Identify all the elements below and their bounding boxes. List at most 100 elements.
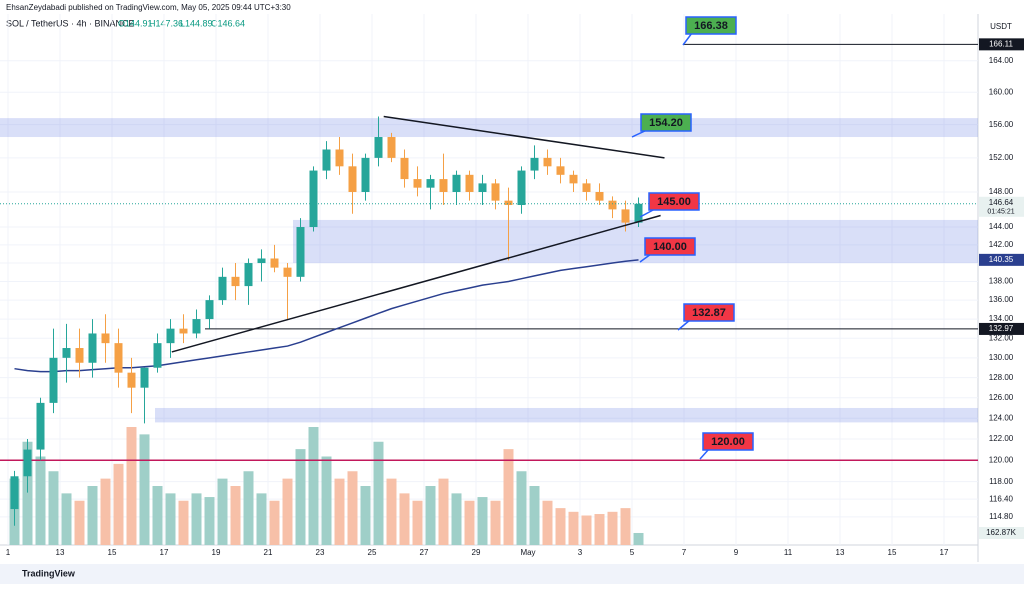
volume-bar	[217, 478, 228, 545]
candle-body	[10, 476, 19, 510]
volume-bar	[308, 427, 319, 545]
volume-bar	[321, 456, 332, 545]
candle-body	[608, 200, 617, 210]
y-tick-label: 122.00	[989, 434, 1014, 443]
volume-bar	[347, 471, 358, 545]
volume-bar	[22, 441, 33, 545]
volume-bar	[438, 478, 449, 545]
y-tick-label: 156.00	[989, 120, 1014, 129]
volume-bar	[178, 500, 189, 545]
annotation-text: 145.00	[657, 196, 691, 208]
y-tick-label: 134.00	[989, 314, 1014, 323]
candle-body	[192, 319, 201, 334]
volume-bar	[607, 511, 618, 545]
volume-bar	[581, 515, 592, 545]
candle-body	[296, 227, 305, 277]
volume-bar	[412, 500, 423, 545]
candle-body	[166, 328, 175, 344]
volume-bar	[516, 471, 527, 545]
candle-body	[127, 372, 136, 388]
level-axis-tag	[979, 38, 1024, 51]
volume-bar	[620, 508, 631, 545]
footer-bar	[0, 564, 1024, 584]
candle-body	[348, 166, 357, 192]
candle-body	[595, 191, 604, 201]
volume-bar	[555, 508, 566, 545]
y-tick-label: 148.00	[989, 187, 1014, 196]
volume-axis-label: 162.87K	[986, 528, 1016, 537]
candle-body	[361, 157, 370, 192]
price-zone	[293, 219, 978, 264]
currency-label: USDT	[990, 22, 1012, 31]
candle-body	[140, 367, 149, 388]
candle-body	[543, 157, 552, 167]
annotation-box	[648, 192, 700, 211]
annotation-box	[644, 237, 696, 256]
volume-bar	[399, 493, 410, 545]
ohlc-open: O144.91	[118, 18, 153, 28]
volume-bar	[204, 497, 215, 545]
annotation-box	[685, 16, 737, 35]
level-axis-tag	[979, 322, 1024, 335]
candle-body	[62, 348, 71, 358]
candle-body	[218, 276, 227, 301]
candle-body	[257, 258, 266, 264]
price-zone	[155, 407, 978, 423]
y-tick-label: 114.80	[989, 512, 1013, 521]
candle-body	[517, 170, 526, 206]
annotation-pointer	[682, 32, 693, 46]
y-tick-label: 130.00	[989, 353, 1014, 362]
y-tick-label: 152.00	[989, 153, 1014, 162]
volume-bar	[61, 493, 72, 545]
volume-bar	[386, 478, 397, 545]
candle-body	[504, 200, 513, 206]
candle-body	[530, 157, 539, 171]
candle-body	[426, 179, 435, 188]
x-tick-label: 17	[160, 548, 169, 557]
y-tick-label: 138.00	[989, 277, 1014, 286]
volume-bar	[256, 493, 267, 545]
candle-body	[153, 343, 162, 368]
volume-bar	[542, 500, 553, 545]
volume-bar	[295, 449, 306, 545]
candle-body	[270, 258, 279, 268]
ohlc-high: H147.36	[149, 18, 183, 28]
annotation-box	[702, 432, 754, 451]
y-tick-label: 128.00	[989, 373, 1014, 382]
candle-body	[335, 149, 344, 167]
y-tick-label: 160.00	[989, 87, 1014, 96]
ma-axis-tag	[979, 253, 1024, 266]
x-tick-label: 15	[888, 548, 897, 557]
ohlc-low: L144.89	[180, 18, 213, 28]
x-tick-label: 23	[316, 548, 325, 557]
last-price-label: 146.64	[989, 198, 1014, 207]
x-tick-label: 9	[734, 548, 739, 557]
volume-bar	[425, 486, 436, 545]
candle-body	[205, 300, 214, 320]
ma-axis-label: 140.35	[989, 255, 1014, 264]
trendline	[171, 214, 661, 353]
candle-body	[322, 149, 331, 171]
x-tick-label: 3	[578, 548, 583, 557]
x-tick-label: 29	[472, 548, 481, 557]
annotation-text: 154.20	[649, 117, 683, 129]
price-zone	[0, 118, 978, 138]
volume-bar	[269, 500, 280, 545]
volume-bar	[282, 478, 293, 545]
annotation-box	[683, 303, 735, 322]
y-tick-label: 144.00	[989, 222, 1014, 231]
candle-body	[465, 174, 474, 192]
candle-body	[582, 183, 591, 192]
countdown-label: 01:45:21	[987, 209, 1014, 216]
footer-logo: TradingView	[22, 568, 76, 578]
symbol-legend: SOL / TetherUS · 4h · BINANCE	[6, 18, 135, 28]
candle-body	[179, 328, 188, 334]
volume-bar	[464, 500, 475, 545]
candle-body	[400, 157, 409, 180]
x-tick-label: 11	[784, 548, 793, 557]
volume-bar	[35, 456, 46, 545]
candle-body	[556, 166, 565, 175]
volume-bar	[87, 486, 98, 545]
volume-bar	[152, 486, 163, 545]
volume-bar	[139, 434, 150, 545]
